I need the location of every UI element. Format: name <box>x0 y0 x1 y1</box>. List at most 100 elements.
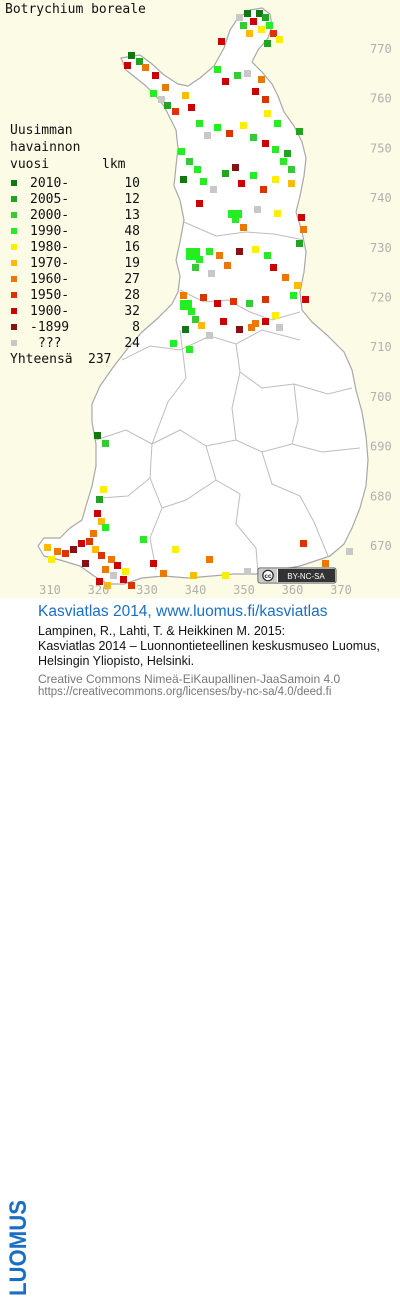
observation-square <box>124 62 131 69</box>
observation-square <box>220 318 227 325</box>
observation-square <box>102 524 109 531</box>
observation-square <box>214 66 221 73</box>
observation-square <box>44 544 51 551</box>
observation-square <box>206 556 213 563</box>
legend-swatch <box>11 180 17 186</box>
observation-square <box>160 570 167 577</box>
observation-square <box>300 226 307 233</box>
map-title: Botrychium boreale <box>5 2 146 17</box>
observation-square <box>150 560 157 567</box>
observation-square <box>110 572 117 579</box>
observation-square <box>226 130 233 137</box>
observation-square <box>100 486 107 493</box>
observation-square <box>322 560 329 567</box>
observation-square <box>260 186 267 193</box>
observation-square <box>102 440 109 447</box>
legend-swatch <box>11 212 17 218</box>
legend-row-label: 2000- <box>30 208 70 223</box>
observation-square <box>256 10 263 17</box>
observation-square <box>244 70 251 77</box>
legend-row-label: 1900- <box>30 304 70 319</box>
legend-swatch <box>11 292 17 298</box>
y-tick-label: 720 <box>370 291 392 305</box>
legend-swatch <box>11 340 17 346</box>
observation-square <box>102 566 109 573</box>
map-canvas: 770 760 750 740 730 720 710 700 690 680 670 310 320… <box>37 7 392 597</box>
legend-row: 1950- 28 <box>10 287 140 303</box>
x-tick-label: 360 <box>282 583 304 597</box>
legend-row-label: 1980- <box>30 240 70 255</box>
observation-square <box>296 128 303 135</box>
observation-square <box>288 166 295 173</box>
citation-line-2: Kasviatlas 2014 – Luonnontieteellinen ke… <box>38 639 380 653</box>
observation-square <box>270 264 277 271</box>
observation-square <box>98 518 105 525</box>
observation-square <box>158 96 165 103</box>
observation-square <box>78 540 85 547</box>
legend-row: -1899 8 <box>10 319 140 335</box>
observation-square <box>248 324 255 331</box>
observation-square <box>272 176 279 183</box>
observation-square <box>142 64 149 71</box>
legend-row-count: 8 <box>132 320 140 335</box>
observation-square <box>98 552 105 559</box>
x-tick-label: 350 <box>233 583 255 597</box>
cc-license-badge: cc BY-NC-SA <box>257 567 337 584</box>
observation-squares <box>44 10 353 589</box>
observation-square <box>180 176 187 183</box>
observation-square <box>254 206 261 213</box>
x-tick-label: 340 <box>185 583 207 597</box>
observation-square <box>54 548 61 555</box>
y-tick-label: 740 <box>370 191 392 205</box>
observation-square <box>232 164 239 171</box>
regional-borders <box>95 221 361 575</box>
observation-square <box>136 58 143 65</box>
observation-square <box>252 88 259 95</box>
legend-row: ??? 24 <box>10 335 140 351</box>
legend-row-label: 1990- <box>30 224 70 239</box>
y-tick-label: 680 <box>370 489 392 503</box>
observation-square <box>236 14 243 21</box>
legend-swatch <box>11 276 17 282</box>
observation-square <box>62 550 69 557</box>
observation-square <box>222 170 229 177</box>
observation-square <box>252 320 259 327</box>
y-tick-label: 710 <box>370 340 392 354</box>
observation-square <box>194 166 201 173</box>
observation-square <box>296 240 303 247</box>
observation-square <box>276 324 283 331</box>
legend-row-count: 27 <box>124 272 140 287</box>
legend-row-count: 13 <box>124 208 140 223</box>
observation-square <box>108 556 115 563</box>
observation-square <box>94 510 101 517</box>
legend-total-label: Yhteensä <box>10 352 73 367</box>
observation-square <box>186 158 193 165</box>
observation-square <box>188 308 195 315</box>
observation-square <box>70 546 77 553</box>
observation-square <box>94 432 101 439</box>
y-tick-label: 670 <box>370 539 392 553</box>
luomus-logo-text: LUOMUS <box>5 1200 32 1296</box>
legend-row-count: 19 <box>124 256 140 271</box>
observation-square <box>128 582 135 589</box>
observation-square <box>244 10 251 17</box>
observation-square <box>250 134 257 141</box>
legend-col-year: vuosi <box>10 157 50 172</box>
legend-row: 2010- 10 <box>10 175 140 191</box>
legend-row-count: 10 <box>124 176 140 191</box>
legend-rows: 2010- 10 2005- 12 2000- 13 1990- 48 1980- 16 1970-… <box>10 175 140 351</box>
legend-swatch <box>11 324 17 330</box>
observation-square <box>182 92 189 99</box>
license-line-1: Creative Commons Nimeä-EiKaupallinen-Jaa… <box>38 672 341 686</box>
x-tick-label: 370 <box>330 583 352 597</box>
citation-line-3: Helsingin Yliopisto, Helsinki. <box>38 654 195 668</box>
y-axis-ticks: 770 760 750 740 730 720 710 700 690 680 670 <box>370 42 392 553</box>
legend-row: 1960- 27 <box>10 271 140 287</box>
x-tick-label: 320 <box>88 583 110 597</box>
observation-square <box>92 546 99 553</box>
observation-square <box>122 568 129 575</box>
observation-square <box>346 548 353 555</box>
observation-square <box>96 496 103 503</box>
observation-square <box>284 150 291 157</box>
x-tick-label: 310 <box>39 583 61 597</box>
